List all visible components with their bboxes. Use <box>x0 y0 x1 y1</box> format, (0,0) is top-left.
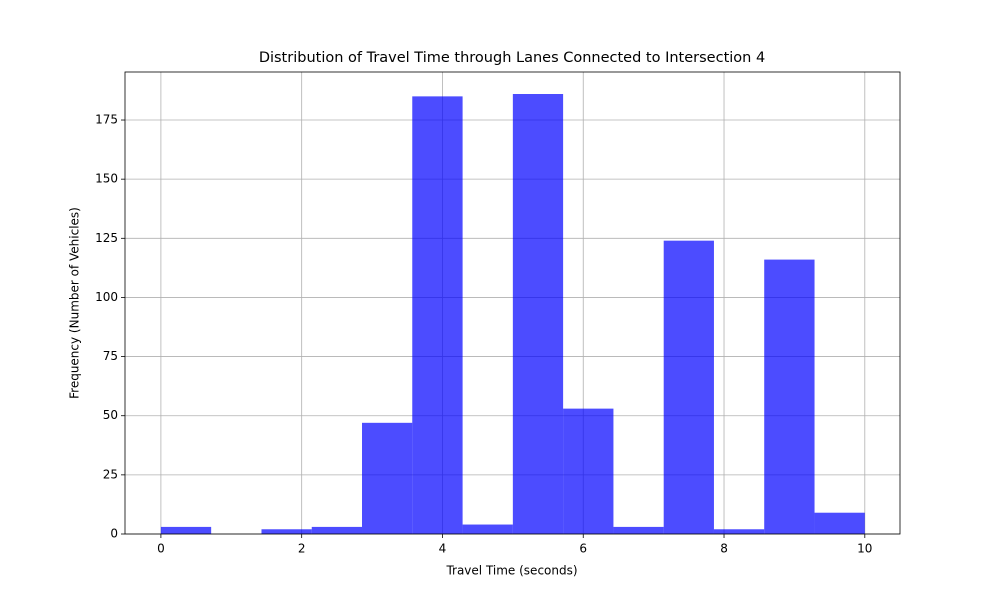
y-tick-label: 50 <box>103 408 118 422</box>
bar <box>311 526 363 534</box>
bar <box>412 96 463 534</box>
bar <box>261 529 312 534</box>
bar <box>613 526 664 534</box>
bar <box>764 259 815 534</box>
bar <box>814 512 865 534</box>
x-tick-label: 4 <box>439 542 447 556</box>
bar <box>160 526 212 534</box>
bar <box>663 240 714 534</box>
x-tick-label: 8 <box>720 542 728 556</box>
y-tick-label: 25 <box>103 467 118 481</box>
x-axis-label: Travel Time (seconds) <box>445 564 577 578</box>
bar <box>362 422 413 534</box>
y-tick-label: 125 <box>95 231 118 245</box>
chart-title: Distribution of Travel Time through Lane… <box>259 50 765 66</box>
bar <box>462 524 513 534</box>
plot-frame <box>124 71 901 535</box>
y-tick-label: 150 <box>95 172 118 186</box>
bar <box>563 408 614 534</box>
bar <box>512 94 564 534</box>
y-tick-label: 0 <box>110 527 118 541</box>
x-tick-label: 10 <box>857 542 872 556</box>
y-axis-label: Frequency (Number of Vehicles) <box>68 207 82 399</box>
x-tick-label: 2 <box>298 542 306 556</box>
x-tick-label: 6 <box>579 542 587 556</box>
bar <box>713 529 765 534</box>
y-tick-label: 175 <box>95 113 118 127</box>
y-tick-label: 75 <box>103 349 118 363</box>
x-tick-label: 0 <box>157 542 165 556</box>
y-tick-label: 100 <box>95 290 118 304</box>
